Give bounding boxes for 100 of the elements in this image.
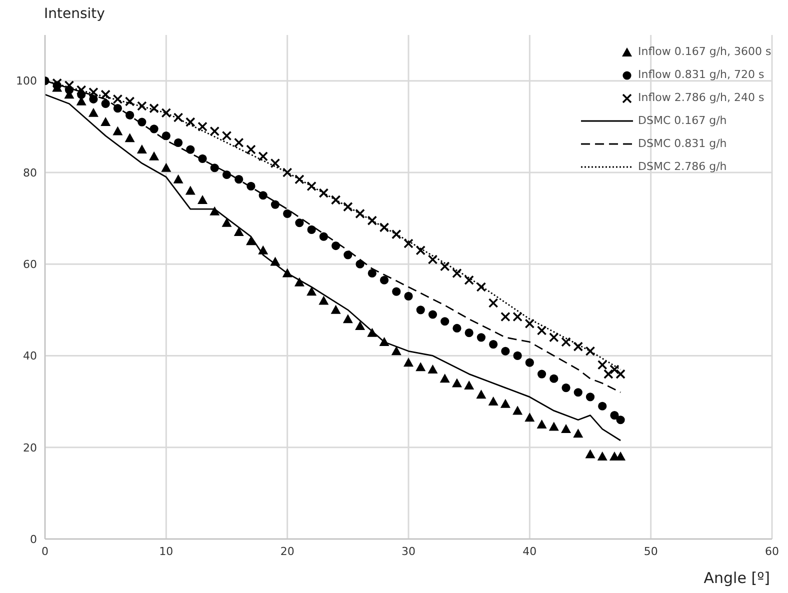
- point: [616, 369, 626, 379]
- x-tick-label: 40: [522, 544, 537, 558]
- point: [173, 174, 184, 184]
- point: [306, 181, 316, 192]
- point: [149, 103, 159, 114]
- point: [392, 287, 401, 296]
- legend-label: DSMC 2.786 g/h: [638, 160, 728, 173]
- point: [500, 398, 510, 408]
- point: [186, 117, 196, 127]
- point: [318, 188, 329, 198]
- point: [367, 216, 378, 226]
- point: [89, 94, 98, 104]
- point: [476, 390, 486, 399]
- point: [367, 328, 378, 337]
- point: [416, 362, 426, 372]
- point: [379, 222, 390, 232]
- point: [186, 145, 195, 154]
- y-tick-label: 60: [23, 258, 37, 271]
- point: [537, 370, 546, 378]
- y-tick-label: 100: [16, 74, 37, 88]
- point: [270, 256, 280, 266]
- point: [356, 260, 364, 268]
- point: [548, 422, 559, 431]
- point: [488, 298, 498, 308]
- point: [136, 144, 147, 154]
- point: [464, 380, 474, 390]
- point: [174, 138, 183, 147]
- point: [549, 332, 559, 342]
- point: [452, 324, 462, 333]
- point: [234, 138, 244, 148]
- x-tick-label: 60: [765, 544, 779, 558]
- point: [88, 87, 98, 98]
- point: [562, 384, 570, 392]
- point: [574, 388, 582, 397]
- point: [282, 168, 292, 178]
- point: [343, 202, 353, 212]
- point: [294, 277, 304, 286]
- y-tick-label: 20: [23, 441, 37, 454]
- legend-label: Inflow 0.167 g/h, 3600 s: [638, 45, 772, 58]
- line-series: [45, 94, 622, 442]
- point: [101, 99, 110, 108]
- point: [137, 101, 147, 111]
- point: [524, 318, 535, 329]
- point: [440, 374, 450, 383]
- point: [318, 296, 329, 305]
- point: [270, 200, 280, 209]
- point: [198, 194, 208, 204]
- point: [379, 336, 390, 346]
- point: [416, 306, 425, 314]
- point: [332, 241, 340, 250]
- point: [185, 186, 196, 195]
- point: [524, 412, 535, 422]
- y-tick-label: 0: [30, 532, 37, 546]
- point: [573, 428, 584, 438]
- point: [586, 392, 595, 402]
- y-axis-title: Intensity: [44, 6, 105, 22]
- point: [513, 351, 522, 360]
- point: [112, 126, 123, 136]
- legend-label: DSMC 0.167 g/h: [638, 114, 728, 127]
- point: [162, 132, 170, 140]
- point: [368, 268, 376, 278]
- point: [282, 268, 292, 278]
- point: [598, 402, 607, 410]
- point: [452, 378, 462, 388]
- point: [610, 410, 619, 420]
- point: [404, 358, 414, 367]
- point: [246, 144, 256, 154]
- point: [161, 162, 172, 172]
- point: [525, 358, 534, 367]
- point: [404, 292, 413, 300]
- legend-label: Inflow 0.831 g/h, 720 s: [638, 68, 766, 81]
- point: [294, 174, 304, 184]
- point: [76, 85, 86, 95]
- point: [246, 236, 256, 246]
- point: [512, 312, 522, 322]
- point: [161, 108, 172, 118]
- point: [604, 369, 614, 379]
- point: [198, 122, 208, 132]
- point: [501, 346, 510, 356]
- point: [344, 250, 352, 260]
- y-tick-label: 40: [23, 350, 37, 363]
- point: [428, 364, 438, 374]
- point: [536, 326, 547, 336]
- point: [616, 416, 625, 424]
- point: [536, 419, 547, 428]
- point: [295, 218, 304, 228]
- point: [428, 310, 438, 319]
- point: [222, 170, 232, 180]
- x-tick-label: 50: [644, 544, 658, 558]
- point: [561, 337, 571, 347]
- x-tick-label: 30: [402, 544, 416, 558]
- x-tick-label: 0: [42, 544, 48, 558]
- point: [597, 360, 608, 370]
- point: [258, 245, 268, 254]
- point: [585, 346, 596, 356]
- point: [440, 317, 450, 326]
- x-tick-label: 10: [159, 544, 174, 558]
- legend-label: Inflow 2.786 g/h, 240 s: [638, 91, 766, 104]
- point: [246, 182, 256, 190]
- point: [307, 225, 316, 234]
